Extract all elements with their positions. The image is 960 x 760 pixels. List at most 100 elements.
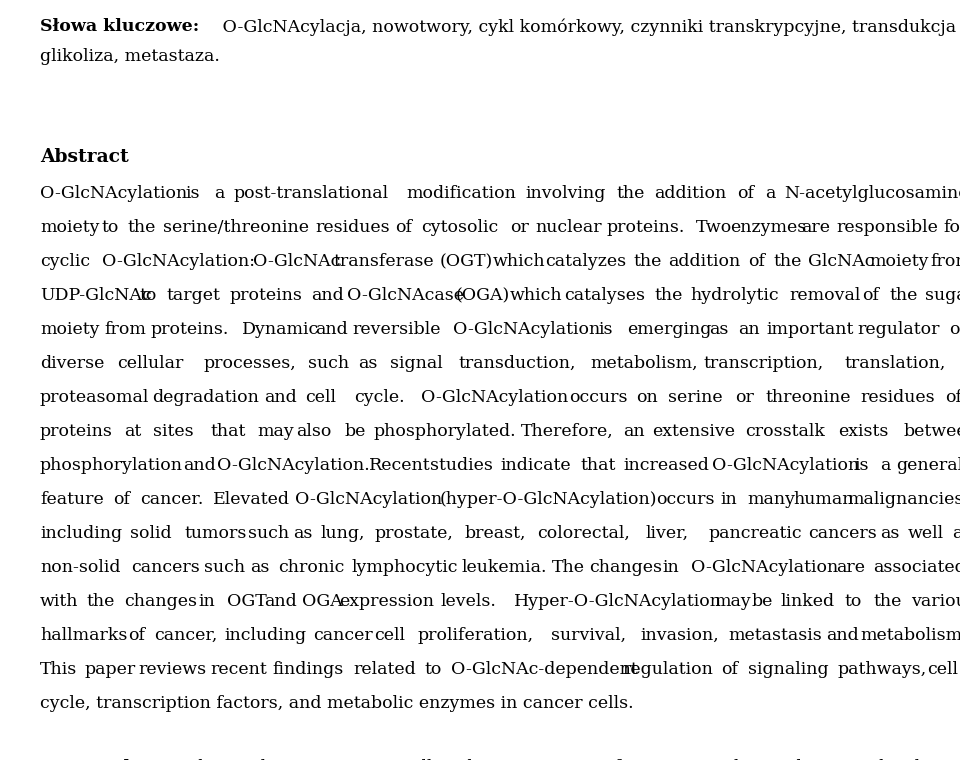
Text: residues: residues xyxy=(315,219,390,236)
Text: residues: residues xyxy=(860,389,935,406)
Text: to: to xyxy=(425,661,443,678)
Text: moiety: moiety xyxy=(869,253,928,270)
Text: are: are xyxy=(802,219,830,236)
Text: transcription,: transcription, xyxy=(704,355,824,372)
Text: an: an xyxy=(737,321,759,338)
Text: the: the xyxy=(889,287,918,304)
Text: the: the xyxy=(86,593,115,610)
Text: cycle.: cycle. xyxy=(354,389,404,406)
Text: changes: changes xyxy=(589,559,662,576)
Text: of: of xyxy=(112,491,130,508)
Text: O-GlcNAcylation: O-GlcNAcylation xyxy=(421,389,568,406)
Text: general: general xyxy=(897,457,960,474)
Text: lung,: lung, xyxy=(320,525,365,542)
Text: as: as xyxy=(358,355,377,372)
Text: post-translational: post-translational xyxy=(233,185,389,202)
Text: Recent: Recent xyxy=(369,457,430,474)
Text: sugar: sugar xyxy=(925,287,960,304)
Text: important: important xyxy=(766,321,853,338)
Text: O-GlcNAcylation: O-GlcNAcylation xyxy=(712,457,859,474)
Text: a: a xyxy=(880,457,891,474)
Text: on: on xyxy=(636,389,659,406)
Text: moiety: moiety xyxy=(40,219,100,236)
Text: expression: expression xyxy=(339,593,434,610)
Text: transduction,: transduction, xyxy=(459,355,576,372)
Text: cycle, transcription factors, and metabolic enzymes in cancer cells.: cycle, transcription factors, and metabo… xyxy=(40,695,634,712)
Text: findings: findings xyxy=(273,661,344,678)
Text: Therefore,: Therefore, xyxy=(521,423,613,440)
Text: extensive: extensive xyxy=(653,423,735,440)
Text: phosphorylation: phosphorylation xyxy=(40,457,183,474)
Text: various: various xyxy=(911,593,960,610)
Text: of: of xyxy=(736,185,754,202)
Text: studies: studies xyxy=(430,457,493,474)
Text: malignancies: malignancies xyxy=(848,491,960,508)
Text: which: which xyxy=(510,287,563,304)
Text: including: including xyxy=(225,627,306,644)
Text: as: as xyxy=(952,525,960,542)
Text: cancer,: cancer, xyxy=(154,627,217,644)
Text: addition: addition xyxy=(668,253,740,270)
Text: of: of xyxy=(129,627,146,644)
Text: levels.: levels. xyxy=(440,593,496,610)
Text: metabolism,: metabolism, xyxy=(590,355,698,372)
Text: breast,: breast, xyxy=(465,525,526,542)
Text: signaling: signaling xyxy=(748,661,828,678)
Text: (OGT): (OGT) xyxy=(440,253,493,270)
Text: Dynamic: Dynamic xyxy=(242,321,320,338)
Text: the: the xyxy=(634,253,662,270)
Text: metastasis: metastasis xyxy=(729,627,822,644)
Text: occurs: occurs xyxy=(657,491,715,508)
Text: pathways,: pathways, xyxy=(837,661,926,678)
Text: Two: Two xyxy=(696,219,732,236)
Text: human: human xyxy=(793,491,853,508)
Text: Elevated: Elevated xyxy=(213,491,290,508)
Text: OGT: OGT xyxy=(227,593,266,610)
Text: O-GlcNAc: O-GlcNAc xyxy=(253,253,341,270)
Text: catalyses: catalyses xyxy=(564,287,645,304)
Text: proteasomal: proteasomal xyxy=(40,389,150,406)
Text: O-GlcNAcylation: O-GlcNAcylation xyxy=(453,321,601,338)
Text: the: the xyxy=(655,287,683,304)
Text: in: in xyxy=(720,491,737,508)
Text: at: at xyxy=(124,423,141,440)
Text: addition: addition xyxy=(654,185,727,202)
Text: of: of xyxy=(721,661,738,678)
Text: O-GlcNAcylation: O-GlcNAcylation xyxy=(40,185,187,202)
Text: responsible: responsible xyxy=(836,219,938,236)
Text: transferase: transferase xyxy=(333,253,434,270)
Text: translation,: translation, xyxy=(844,355,946,372)
Text: for: for xyxy=(944,219,960,236)
Text: hydrolytic: hydrolytic xyxy=(690,287,780,304)
Text: cellular: cellular xyxy=(117,355,183,372)
Text: diverse: diverse xyxy=(40,355,105,372)
Text: to: to xyxy=(139,287,156,304)
Text: cancers: cancers xyxy=(132,559,200,576)
Text: and: and xyxy=(265,389,298,406)
Text: in: in xyxy=(198,593,215,610)
Text: exists: exists xyxy=(838,423,888,440)
Text: O-GlcNAcylation.: O-GlcNAcylation. xyxy=(217,457,370,474)
Text: N-acetylglucosamine: N-acetylglucosamine xyxy=(784,185,960,202)
Text: sites: sites xyxy=(154,423,194,440)
Text: O-GlcNAcylation: O-GlcNAcylation xyxy=(690,559,838,576)
Text: related: related xyxy=(353,661,416,678)
Text: removal: removal xyxy=(790,287,861,304)
Text: or: or xyxy=(734,389,754,406)
Text: chronic: chronic xyxy=(278,559,345,576)
Text: associated: associated xyxy=(873,559,960,576)
Text: the: the xyxy=(128,219,156,236)
Text: O-GlcNAcase: O-GlcNAcase xyxy=(348,287,465,304)
Text: from: from xyxy=(931,253,960,270)
Text: threonine: threonine xyxy=(766,389,852,406)
Text: serine: serine xyxy=(667,389,722,406)
Text: cancers: cancers xyxy=(808,525,876,542)
Text: such: such xyxy=(248,525,289,542)
Text: O-GlcNAcylation, cancers, cell cycle, transcription factors, signal transduction: O-GlcNAcylation, cancers, cell cycle, tr… xyxy=(158,759,959,760)
Text: proteins: proteins xyxy=(229,287,302,304)
Text: that: that xyxy=(210,423,246,440)
Text: Abstract: Abstract xyxy=(40,148,129,166)
Text: and: and xyxy=(264,593,297,610)
Text: the: the xyxy=(616,185,645,202)
Text: cell: cell xyxy=(374,627,405,644)
